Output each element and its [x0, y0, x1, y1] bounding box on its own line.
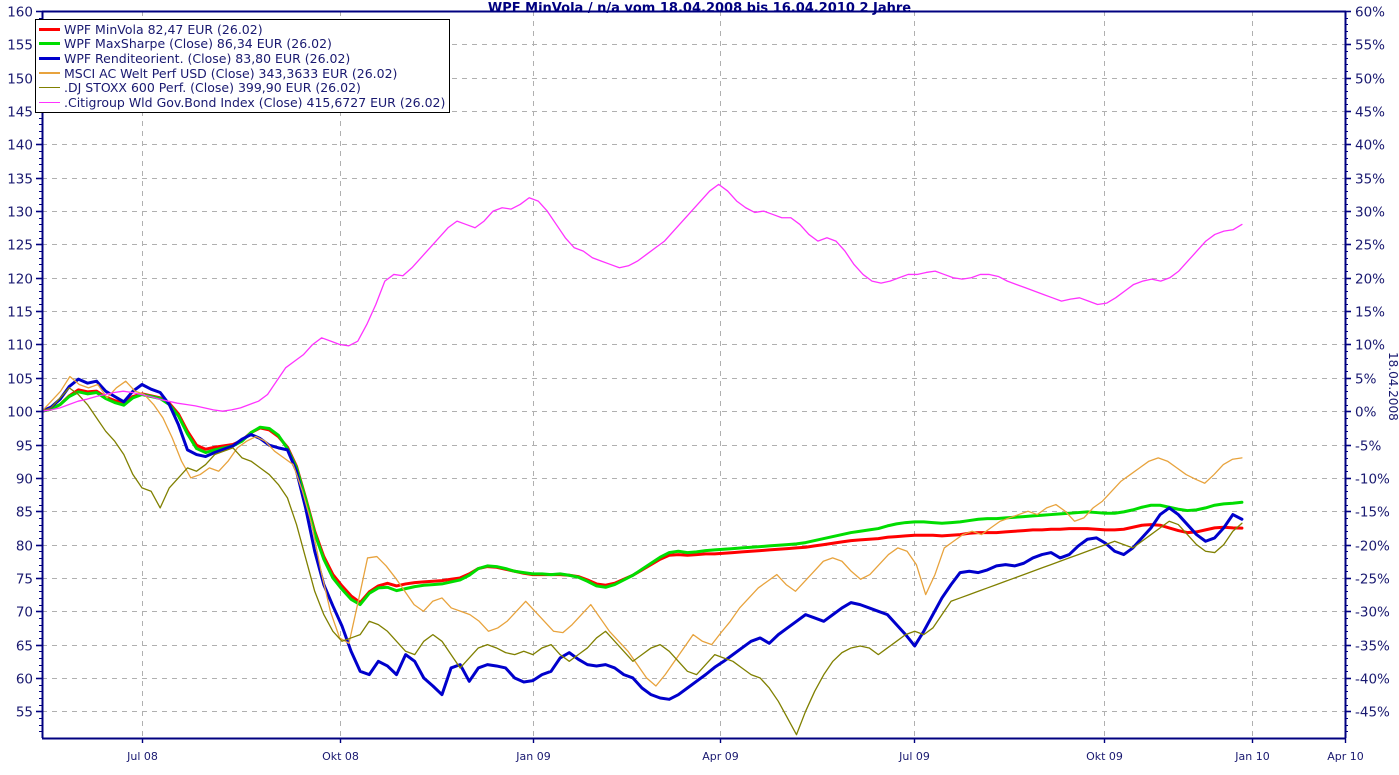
y-axis-tick-label: 95: [16, 439, 33, 455]
y-axis-tick-label: 140: [7, 138, 33, 154]
y2-axis-tick-label: -20%: [1355, 539, 1390, 555]
y2-axis-tick-label: -10%: [1355, 472, 1390, 488]
y-axis-tick-label: 110: [7, 338, 33, 354]
y-axis-tick-label: 70: [16, 605, 33, 621]
y-axis-tick-label: 160: [7, 5, 33, 21]
legend-item-label: WPF MaxSharpe (Close) 86,34 EUR (26.02): [64, 36, 332, 52]
y2-axis-tick-label: -25%: [1355, 572, 1390, 588]
chart-legend: WPF MinVola 82,47 EUR (26.02) WPF MaxShar…: [35, 19, 451, 113]
y2-axis-tick-label: -30%: [1355, 605, 1390, 621]
chart-series-line: [42, 375, 1243, 687]
right-axis-start-date-label: 18.04.2008: [1386, 352, 1399, 421]
x-axis-tick-label: Jan 09: [515, 750, 550, 763]
y-axis-tick-label: 105: [7, 372, 33, 388]
chart-series-line: [42, 183, 1243, 412]
y2-axis-tick-label: -40%: [1355, 672, 1390, 688]
legend-item-label: WPF MinVola 82,47 EUR (26.02): [64, 21, 263, 37]
y-axis-tick-label: 115: [7, 305, 33, 321]
y-axis-tick-label: 135: [7, 172, 33, 188]
legend-color-swatch: [39, 86, 60, 89]
x-axis-tick-label: Okt 08: [322, 750, 359, 763]
y2-axis-tick-label: 5%: [1355, 372, 1377, 388]
x-axis-tick-label: Jan 10: [1234, 750, 1269, 763]
y2-axis-tick-label: 45%: [1355, 105, 1385, 121]
legend-item[interactable]: .DJ STOXX 600 Perf. (Close) 399,90 EUR (…: [39, 80, 445, 95]
legend-item[interactable]: WPF Renditeorient. (Close) 83,80 EUR (26…: [39, 51, 445, 66]
x-axis-tick-label: Apr 09: [702, 750, 739, 763]
legend-color-swatch: [39, 56, 60, 60]
legend-color-swatch: [39, 27, 60, 31]
y-axis-tick-label: 145: [7, 105, 33, 121]
legend-item-label: .DJ STOXX 600 Perf. (Close) 399,90 EUR (…: [64, 80, 361, 96]
legend-item-label: MSCI AC Welt Perf USD (Close) 343,3633 E…: [64, 65, 398, 81]
legend-item[interactable]: .Citigroup Wld Gov.Bond Index (Close) 41…: [39, 95, 445, 110]
legend-item[interactable]: WPF MaxSharpe (Close) 86,34 EUR (26.02): [39, 36, 445, 52]
y2-axis-tick-label: 40%: [1355, 138, 1385, 154]
y-axis-tick-label: 150: [7, 72, 33, 88]
y-axis-tick-label: 80: [16, 539, 33, 555]
x-axis-tick-label: Jul 08: [126, 750, 158, 763]
y-axis-tick-label: 155: [7, 38, 33, 54]
y-axis-tick-label: 85: [16, 505, 33, 521]
y-axis-tick-label: 90: [16, 472, 33, 488]
legend-item-label: WPF Renditeorient. (Close) 83,80 EUR (26…: [64, 50, 351, 66]
x-axis-tick-label: Jul 09: [898, 750, 930, 763]
y-axis-tick-label: 120: [7, 272, 33, 288]
legend-color-swatch: [39, 101, 60, 104]
y2-axis-tick-label: 20%: [1355, 272, 1385, 288]
y2-axis-tick-label: 30%: [1355, 205, 1385, 221]
y-axis-tick-label: 55: [16, 705, 33, 721]
x-axis-tick-label: Apr 10: [1327, 750, 1364, 763]
legend-item-label: .Citigroup Wld Gov.Bond Index (Close) 41…: [64, 94, 446, 110]
y2-axis-tick-label: -15%: [1355, 505, 1390, 521]
chart-series-line: [42, 387, 1243, 736]
y2-axis-tick-label: 10%: [1355, 338, 1385, 354]
y-axis-tick-label: 100: [7, 405, 33, 421]
x-axis-tick-label: Okt 09: [1086, 750, 1123, 763]
chart-series-line: [42, 390, 1244, 607]
legend-color-swatch: [39, 72, 60, 74]
legend-color-swatch: [39, 42, 60, 46]
y2-axis-tick-label: 50%: [1355, 72, 1385, 88]
y2-axis-tick-label: -35%: [1355, 639, 1390, 655]
y2-axis-tick-label: 0%: [1355, 405, 1377, 421]
y-axis-tick-label: 130: [7, 205, 33, 221]
y2-axis-tick-label: 60%: [1355, 5, 1385, 21]
y2-axis-tick-label: 15%: [1355, 305, 1385, 321]
y2-axis-tick-label: 35%: [1355, 172, 1385, 188]
y2-axis-tick-label: -45%: [1355, 705, 1390, 721]
legend-item[interactable]: MSCI AC Welt Perf USD (Close) 343,3633 E…: [39, 66, 445, 81]
y-axis-tick-label: 65: [16, 639, 33, 655]
legend-item[interactable]: WPF MinVola 82,47 EUR (26.02): [39, 22, 445, 37]
y-axis-tick-label: 60: [16, 672, 33, 688]
y2-axis-tick-label: -5%: [1355, 439, 1381, 455]
y2-axis-tick-label: 55%: [1355, 38, 1385, 54]
chart-series-line: [42, 377, 1244, 701]
y-axis-tick-label: 125: [7, 238, 33, 254]
y2-axis-tick-label: 25%: [1355, 238, 1385, 254]
y-axis-tick-label: 75: [16, 572, 33, 588]
